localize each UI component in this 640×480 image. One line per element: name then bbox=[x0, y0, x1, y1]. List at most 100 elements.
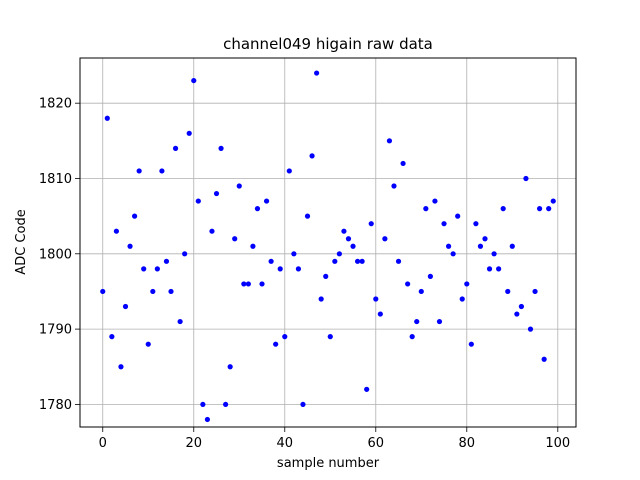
data-point bbox=[127, 243, 133, 249]
data-point bbox=[350, 243, 356, 249]
data-point bbox=[532, 288, 538, 295]
data-point bbox=[109, 334, 115, 340]
data-point bbox=[113, 228, 120, 234]
data-point bbox=[414, 318, 420, 325]
data-point bbox=[550, 198, 556, 204]
data-point bbox=[496, 266, 502, 272]
data-point bbox=[191, 77, 197, 84]
data-point bbox=[391, 183, 397, 189]
data-point bbox=[227, 364, 233, 370]
y-axis-label: ADC Code bbox=[14, 209, 29, 274]
data-point bbox=[232, 236, 238, 242]
data-point bbox=[168, 288, 174, 295]
grid bbox=[80, 58, 576, 427]
data-point bbox=[172, 145, 179, 151]
data-point bbox=[154, 266, 160, 272]
x-tick-label: 20 bbox=[185, 436, 202, 451]
data-point bbox=[418, 288, 424, 295]
data-point bbox=[259, 281, 265, 287]
data-point bbox=[486, 266, 493, 272]
y-tick-label: 1810 bbox=[39, 172, 72, 187]
data-point bbox=[182, 251, 188, 257]
data-point bbox=[236, 183, 242, 189]
data-point bbox=[300, 401, 306, 408]
data-point bbox=[245, 281, 251, 287]
data-point bbox=[309, 153, 315, 159]
y-tick-label: 1800 bbox=[39, 247, 72, 262]
data-point bbox=[291, 251, 297, 257]
data-point bbox=[277, 266, 283, 272]
data-point bbox=[323, 273, 329, 279]
data-point bbox=[295, 266, 302, 272]
data-point bbox=[536, 206, 543, 212]
data-point bbox=[209, 228, 215, 234]
data-point bbox=[354, 258, 361, 264]
data-point bbox=[200, 401, 206, 408]
data-point bbox=[359, 258, 365, 264]
data-point bbox=[546, 206, 552, 212]
data-point bbox=[514, 311, 520, 317]
data-point bbox=[364, 386, 370, 392]
x-axis-label: sample number bbox=[277, 456, 380, 471]
data-point bbox=[177, 318, 183, 325]
y-tick-label: 1820 bbox=[39, 97, 72, 112]
data-point bbox=[432, 198, 438, 204]
chart-title: channel049 higain raw data bbox=[223, 35, 433, 53]
data-point bbox=[345, 236, 352, 242]
data-point bbox=[327, 334, 333, 340]
axis-ticks: 0 20 40 60 80 100 1780 1790 1800 1810 1820 bbox=[39, 97, 570, 451]
data-point bbox=[223, 401, 229, 408]
data-point bbox=[468, 341, 474, 347]
data-point bbox=[286, 168, 292, 174]
data-point bbox=[100, 288, 106, 295]
data-point bbox=[332, 258, 338, 264]
data-point bbox=[450, 251, 456, 257]
data-point bbox=[145, 341, 151, 347]
data-point bbox=[282, 334, 288, 340]
plot-area-frame bbox=[79, 57, 577, 428]
data-point bbox=[104, 115, 110, 121]
data-point bbox=[336, 251, 342, 257]
data-point bbox=[423, 206, 429, 212]
data-point bbox=[441, 221, 447, 227]
data-point bbox=[473, 221, 479, 227]
data-point bbox=[118, 364, 124, 370]
data-point bbox=[273, 341, 279, 347]
x-tick-label: 0 bbox=[99, 436, 107, 451]
data-point bbox=[509, 243, 515, 249]
data-point bbox=[409, 334, 415, 340]
y-tick-label: 1790 bbox=[39, 323, 72, 338]
data-point bbox=[386, 138, 393, 144]
data-point bbox=[318, 296, 324, 302]
y-tick-label: 1780 bbox=[39, 398, 72, 413]
data-point bbox=[445, 243, 452, 249]
data-point bbox=[218, 145, 224, 151]
data-point bbox=[204, 416, 211, 423]
data-point bbox=[482, 236, 488, 242]
data-point bbox=[263, 198, 270, 204]
x-tick-label: 100 bbox=[545, 436, 570, 451]
data-point bbox=[341, 228, 347, 234]
data-point bbox=[541, 356, 547, 362]
data-point bbox=[464, 281, 470, 287]
data-point bbox=[523, 175, 529, 182]
data-point bbox=[254, 206, 261, 212]
x-tick-label: 80 bbox=[459, 436, 476, 451]
data-point bbox=[477, 243, 484, 249]
data-point bbox=[436, 318, 443, 325]
data-point bbox=[195, 198, 201, 204]
data-point bbox=[250, 243, 256, 249]
data-point bbox=[500, 206, 506, 212]
data-point bbox=[518, 303, 524, 310]
data-point bbox=[213, 190, 220, 197]
data-point bbox=[491, 251, 497, 257]
data-point bbox=[122, 303, 129, 310]
data-point bbox=[368, 221, 374, 227]
data-points bbox=[100, 70, 556, 423]
data-point bbox=[304, 213, 311, 219]
x-tick-label: 60 bbox=[368, 436, 385, 451]
data-point bbox=[527, 326, 534, 332]
data-point bbox=[455, 213, 461, 219]
